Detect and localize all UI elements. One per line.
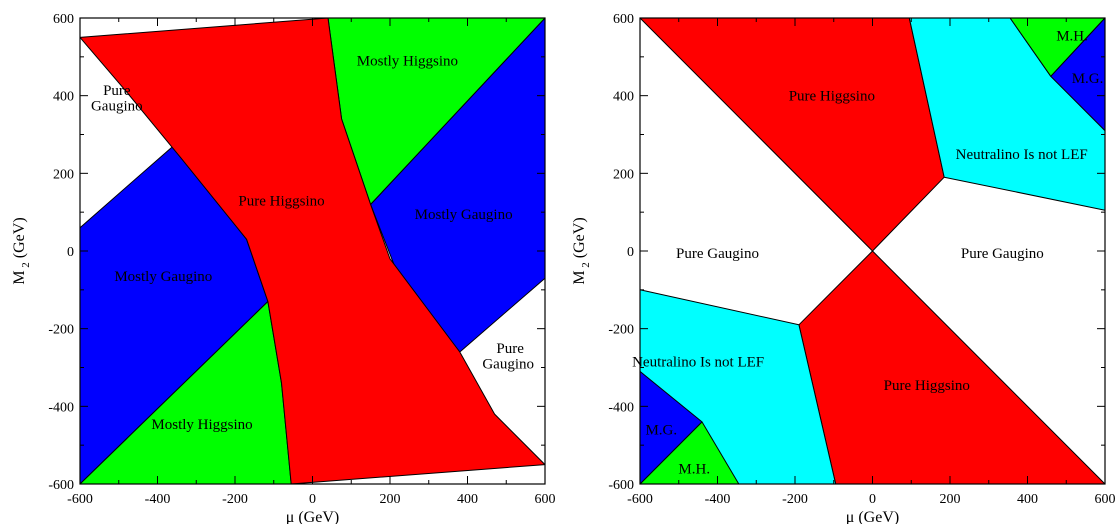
left-panel-chart: -600 -400 -200 0 200 400 600 -600 -400 -200 0 200 40… [11, 12, 556, 524]
x-tick-label: 400 [1017, 492, 1038, 507]
x-tick-label: 200 [940, 492, 961, 507]
x-tick-label: -400 [145, 492, 171, 507]
region-label: Pure [496, 341, 524, 357]
x-axis-unit: (GeV) [298, 509, 339, 524]
y-tick-label: -200 [608, 323, 634, 338]
x-tick-label: 0 [869, 492, 876, 507]
x-axis-symbol: μ [846, 509, 859, 524]
right-panel-chart: -600 -400 -200 0 200 400 600 -600 -400 -200 0 200 40… [571, 12, 1116, 524]
region-label: Pure Gaugino [676, 246, 759, 262]
axis-ticks [639, 17, 1106, 485]
y-tick-label: -600 [608, 478, 634, 493]
y-tick-label: 0 [67, 245, 74, 260]
region-label: M.G. [1072, 71, 1104, 87]
regions [79, 17, 546, 485]
y-axis-subscript: 2 [20, 262, 32, 270]
x-tick-label: 200 [380, 492, 401, 507]
region-label: Pure Higgsino [884, 378, 970, 394]
x-tick-label: -600 [67, 492, 93, 507]
x-axis-symbol: μ [286, 509, 299, 524]
axis-ticks [79, 17, 546, 485]
region-label: M.H. [678, 461, 710, 477]
x-axis-title: μ (GeV) [286, 509, 339, 524]
y-tick-label: -600 [48, 478, 74, 493]
x-tick-label: 0 [309, 492, 316, 507]
y-axis-unit: (GeV) [571, 217, 588, 262]
x-tick-label: -200 [222, 492, 248, 507]
region-label: Pure Higgsino [789, 89, 875, 105]
y-axis-subscript: 2 [580, 262, 592, 270]
y-tick-label: 600 [53, 12, 74, 27]
region-label: Mostly Gaugino [114, 269, 212, 285]
x-tick-label: -600 [627, 492, 653, 507]
region-label: Mostly Higgsino [151, 417, 252, 433]
y-tick-label: -400 [48, 400, 74, 415]
region-label: Neutralino Is not LEF [632, 355, 764, 371]
y-axis-symbol: M [571, 270, 588, 284]
region-label: Pure [103, 83, 131, 99]
y-tick-label: 200 [53, 167, 74, 182]
region-label: Mostly Gaugino [415, 207, 513, 223]
y-tick-label: 200 [613, 167, 634, 182]
y-axis-title: M 2 (GeV) [571, 217, 592, 284]
region-label: Gaugino [91, 98, 143, 114]
y-tick-label: 400 [53, 90, 74, 105]
region-label: Mostly Higgsino [357, 54, 458, 70]
regions [639, 17, 1106, 485]
y-tick-label: 600 [613, 12, 634, 27]
x-tick-label: -200 [782, 492, 808, 507]
y-tick-label: 400 [613, 90, 634, 105]
region-label: Neutralino Is not LEF [956, 147, 1088, 163]
x-tick-label: 400 [457, 492, 478, 507]
x-tick-label: 600 [535, 492, 556, 507]
region-label: Gaugino [482, 357, 534, 373]
x-axis-unit: (GeV) [858, 509, 899, 524]
y-tick-label: -400 [608, 400, 634, 415]
region-label: M.H. [1056, 28, 1088, 44]
x-tick-label: -400 [705, 492, 731, 507]
x-axis-title: μ (GeV) [846, 509, 899, 524]
y-axis-symbol: M [11, 270, 28, 284]
x-tick-label: 600 [1095, 492, 1116, 507]
y-tick-label: -200 [48, 323, 74, 338]
y-axis-unit: (GeV) [11, 217, 28, 262]
y-tick-label: 0 [627, 245, 634, 260]
y-axis-title: M 2 (GeV) [11, 217, 32, 284]
region-label: Pure Gaugino [961, 246, 1044, 262]
region-label: M.G. [645, 423, 677, 439]
region-label: Pure Higgsino [238, 194, 324, 210]
